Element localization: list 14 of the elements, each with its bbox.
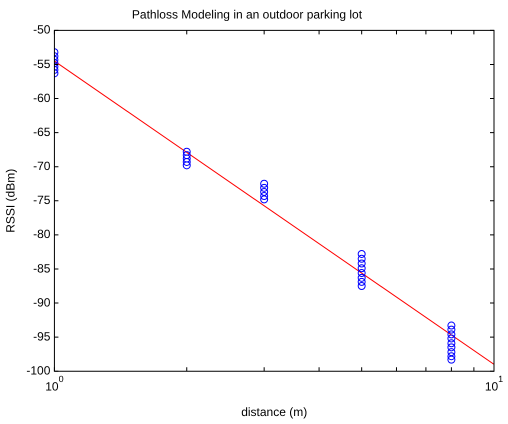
- y-tick-label: -65: [33, 124, 51, 139]
- y-tick-label: -55: [33, 56, 51, 71]
- chart-title: Pathloss Modeling in an outdoor parking lot: [132, 8, 363, 22]
- y-tick-label: -100: [26, 364, 51, 378]
- y-tick-label: -50: [33, 22, 51, 37]
- y-tick-label: -70: [33, 159, 51, 174]
- y-tick-label: -95: [33, 329, 51, 344]
- y-tick-label: -60: [33, 90, 51, 105]
- y-tick-label: -75: [33, 193, 51, 208]
- y-tick-label: -90: [33, 295, 51, 310]
- y-tick-label: -85: [33, 261, 51, 276]
- y-tick-label: -80: [33, 227, 51, 242]
- x-axis-title: distance (m): [241, 405, 308, 420]
- y-axis-title: RSSI (dBm): [4, 168, 18, 233]
